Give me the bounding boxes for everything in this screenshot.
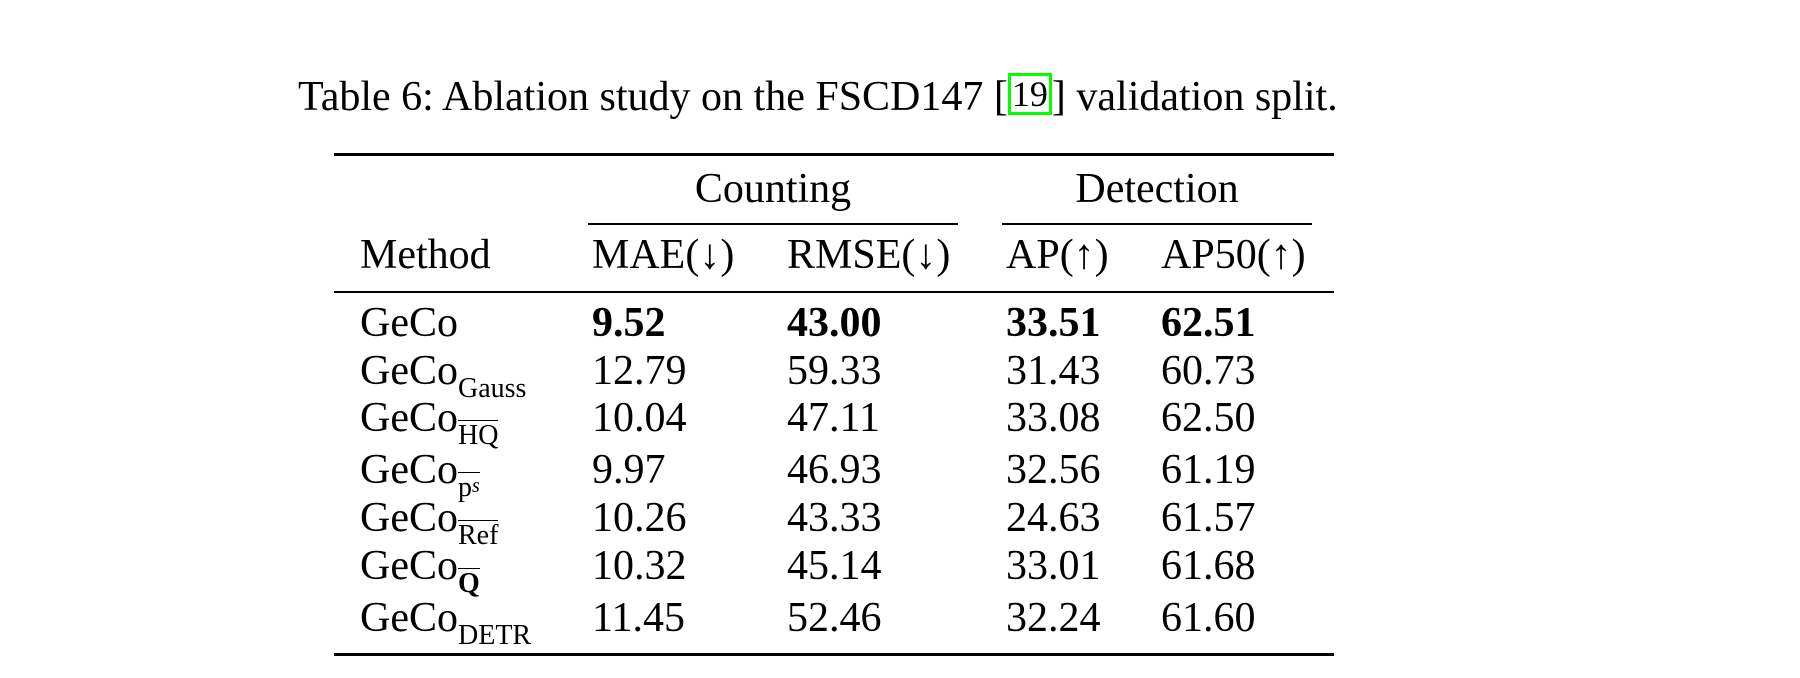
table-cell-ap: 33.01 (1006, 543, 1101, 589)
table-cell-ap: 32.56 (1006, 447, 1101, 493)
caption-suffix: ] validation split. (1051, 74, 1338, 120)
table-mid-rule (334, 291, 1334, 293)
detection-cmidrule (1002, 223, 1312, 225)
caption-prefix: Table 6: Ablation study on the FSCD147 [ (298, 74, 1008, 120)
header-ap50: AP50(↑) (1161, 232, 1306, 278)
table-cell-rmse: 59.33 (787, 348, 882, 394)
table-cell-mae: 9.52 (592, 300, 666, 346)
table-cell-rmse: 45.14 (787, 543, 882, 589)
counting-cmidrule (588, 223, 958, 225)
table-cell-rmse: 43.00 (787, 300, 882, 346)
table-cell-mae: 9.97 (592, 447, 666, 493)
table-caption: Table 6: Ablation study on the FSCD147 [… (298, 70, 1338, 124)
table-cell-ap50: 61.57 (1161, 495, 1256, 541)
table-cell-mae: 10.32 (592, 543, 687, 589)
method-geco-gauss: GeCoGauss (360, 348, 527, 404)
table-cell-ap50: 62.51 (1161, 300, 1256, 346)
table-cell-mae: 12.79 (592, 348, 687, 394)
table-top-rule (334, 153, 1334, 156)
method-geco-no-q: GeCoQ (360, 543, 480, 599)
table-cell-ap: 32.24 (1006, 595, 1101, 641)
header-rmse: RMSE(↓) (787, 232, 951, 278)
table-cell-ap50: 62.50 (1161, 395, 1256, 441)
table-cell-rmse: 52.46 (787, 595, 882, 641)
method-geco: GeCo (360, 300, 458, 346)
table-cell-ap50: 60.73 (1161, 348, 1256, 394)
table-cell-ap50: 61.60 (1161, 595, 1256, 641)
table-cell-mae: 10.04 (592, 395, 687, 441)
method-geco-detr: GeCoDETR (360, 595, 532, 651)
table-cell-mae: 11.45 (592, 595, 685, 641)
table-cell-rmse: 47.11 (787, 395, 880, 441)
table-bottom-rule (334, 653, 1334, 656)
table-cell-ap: 31.43 (1006, 348, 1101, 394)
method-geco-no-ps: GeCops (360, 447, 480, 503)
table-cell-ap: 24.63 (1006, 495, 1101, 541)
method-geco-no-ref: GeCoRef (360, 495, 499, 551)
table-cell-ap50: 61.19 (1161, 447, 1256, 493)
table-cell-rmse: 43.33 (787, 495, 882, 541)
table-cell-ap: 33.51 (1006, 300, 1101, 346)
header-counting: Counting (694, 166, 852, 212)
table-cell-rmse: 46.93 (787, 447, 882, 493)
table-cell-mae: 10.26 (592, 495, 687, 541)
citation-link[interactable]: 19 (1007, 73, 1052, 115)
header-ap: AP(↑) (1006, 232, 1109, 278)
method-geco-no-hq: GeCoHQ (360, 395, 499, 451)
header-method: Method (360, 232, 491, 278)
table-cell-ap: 33.08 (1006, 395, 1101, 441)
header-detection: Detection (1075, 166, 1239, 212)
table-cell-ap50: 61.68 (1161, 543, 1256, 589)
header-mae: MAE(↓) (592, 232, 735, 278)
